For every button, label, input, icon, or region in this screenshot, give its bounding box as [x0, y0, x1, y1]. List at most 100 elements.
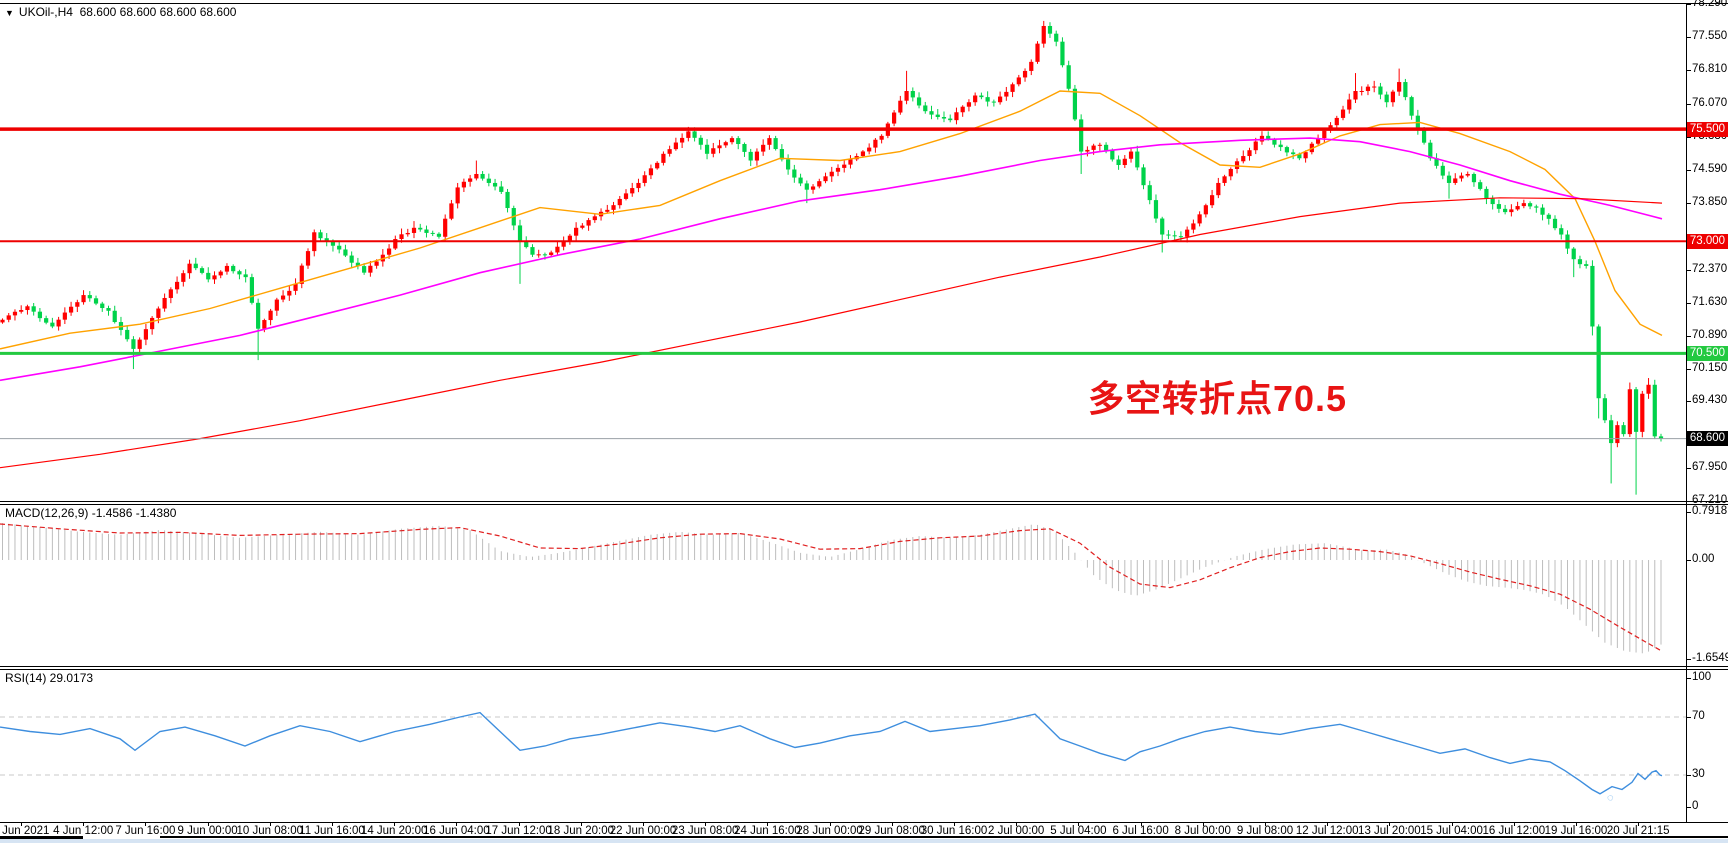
indicator-tick-label: -1.6549 [1692, 652, 1728, 664]
time-tick-mark [83, 822, 85, 826]
time-tick-label: 16 Jul 12:00 [1482, 825, 1546, 837]
horizontal-level-line[interactable] [0, 240, 1686, 243]
time-tick-mark [767, 822, 769, 826]
indicator-tick-label: 0.00 [1692, 553, 1715, 565]
axis-tick-mark [1686, 369, 1691, 371]
panel-separator[interactable] [0, 501, 1728, 502]
time-tick-mark [1638, 822, 1640, 826]
time-tick-mark [269, 822, 271, 826]
price-tick-label: 73.850 [1692, 196, 1728, 209]
axis-tick-mark [1686, 467, 1691, 469]
axis-tick-mark [1686, 512, 1691, 513]
time-tick-label: 11 Jun 16:00 [299, 825, 365, 837]
axis-tick-mark [1686, 136, 1691, 138]
ma-fast-orange [0, 90, 1663, 350]
price-tick-label: 67.950 [1692, 460, 1728, 473]
axis-tick-mark [1686, 500, 1691, 502]
axis-tick-mark [1686, 269, 1691, 271]
time-tick-label: 18 Jun 20:00 [547, 825, 615, 837]
price-tick-label: 76.810 [1692, 63, 1728, 76]
time-tick-mark [1451, 822, 1453, 826]
annotation-text: 多空转折点70.5 [1088, 378, 1348, 419]
time-tick-mark [1576, 822, 1577, 826]
time-tick-label: 28 Jun 00:00 [796, 825, 863, 837]
time-tick-label: 22 Jun 00:00 [609, 825, 677, 837]
horizontal-level-line[interactable] [0, 127, 1686, 131]
time-tick-mark [1202, 822, 1204, 826]
ohlc-values: 68.600 68.600 68.600 68.600 [79, 5, 237, 19]
time-tick-label: 6 Jul 16:00 [1112, 825, 1169, 837]
time-tick-mark [643, 822, 644, 826]
time-tick-mark [954, 822, 955, 826]
rsi-panel-chart [0, 711, 1686, 795]
time-tick-mark [1327, 822, 1329, 826]
time-tick-mark [145, 822, 147, 826]
panel-separator[interactable] [0, 669, 1728, 670]
time-tick-label: 12 Jul 12:00 [1295, 825, 1359, 837]
time-tick-label: 30 Jun 16:00 [920, 825, 988, 837]
price-tick-label: 69.430 [1692, 394, 1728, 407]
indicator-tick-label: 0 [1692, 800, 1699, 812]
collapse-triangle-icon[interactable]: ▼ [5, 8, 14, 18]
time-tick-label: 13 Jul 20:00 [1358, 825, 1421, 837]
time-tick-label: 2 Jul 00:00 [988, 825, 1045, 837]
price-tick-label: 71.630 [1692, 295, 1728, 308]
time-tick-label: 8 Jul 00:00 [1174, 825, 1231, 837]
price-tick-label: 67.210 [1692, 493, 1728, 506]
axis-separator [0, 822, 1728, 823]
macd-histogram [2, 523, 1662, 654]
horizontal-level-line[interactable] [0, 351, 1686, 355]
indicator-tick-label: 70 [1692, 710, 1705, 722]
time-tick-mark [1513, 822, 1515, 826]
time-tick-mark [891, 822, 893, 826]
time-tick-mark [518, 822, 520, 826]
time-tick-mark [1016, 822, 1018, 826]
time-tick-mark [394, 822, 396, 826]
window-bottom-frame [0, 839, 1728, 843]
time-tick-label: 3 Jun 2021 [0, 825, 50, 837]
axis-tick-mark [1686, 103, 1691, 105]
macd-indicator-label: MACD(12,26,9) -1.4586 -1.4380 [5, 506, 177, 520]
symbol-period-label: UKOil-,H4 [18, 5, 73, 19]
current-price-tag: 68.600 [1687, 431, 1728, 447]
candlestick-series [0, 20, 1664, 495]
time-tick-label: 29 Jun 08:00 [858, 825, 926, 837]
window-top-border [0, 3, 1728, 4]
time-tick-label: 4 Jun 12:00 [53, 825, 114, 837]
axis-tick-mark [1686, 169, 1691, 171]
time-tick-mark [829, 822, 831, 826]
axis-tick-mark [1686, 37, 1691, 39]
axis-tick-mark [1686, 203, 1691, 205]
rsi-line [0, 711, 1663, 795]
time-tick-mark [1265, 822, 1266, 826]
time-tick-mark [580, 822, 582, 826]
time-tick-label: 20 Jul 21:15 [1606, 825, 1670, 837]
time-tick-label: 16 Jun 04:00 [423, 825, 490, 837]
price-tick-label: 77.550 [1692, 30, 1728, 43]
level-price-tag: 75.500 [1687, 121, 1728, 137]
ma-mid-magenta [0, 137, 1663, 382]
time-tick-label: 7 Jun 16:00 [115, 825, 176, 837]
price-tick-label: 76.070 [1692, 96, 1728, 109]
panel-separator[interactable] [0, 666, 1728, 667]
price-tick-label: 72.370 [1692, 262, 1728, 275]
time-tick-mark [705, 822, 707, 826]
time-tick-label: 10 Jun 08:00 [236, 825, 304, 837]
axis-tick-mark [1686, 659, 1691, 660]
axis-tick-mark [1686, 401, 1691, 403]
axis-tick-mark [1686, 302, 1691, 304]
time-tick-label: 9 Jul 08:00 [1236, 825, 1294, 837]
axis-tick-mark [1686, 335, 1691, 337]
time-tick-label: 5 Jul 04:00 [1050, 825, 1107, 837]
autoscroll-marker-icon[interactable]: ◌ [1607, 792, 1614, 804]
ma-slow-red [0, 197, 1663, 469]
time-tick-mark [1078, 822, 1080, 826]
time-tick-label: 24 Jun 16:00 [734, 825, 801, 837]
time-tick-mark [1140, 822, 1142, 826]
time-tick-mark [1389, 822, 1391, 826]
panel-separator[interactable] [0, 504, 1728, 505]
axis-tick-mark [1686, 807, 1691, 808]
macd-signal-line [0, 523, 1663, 652]
